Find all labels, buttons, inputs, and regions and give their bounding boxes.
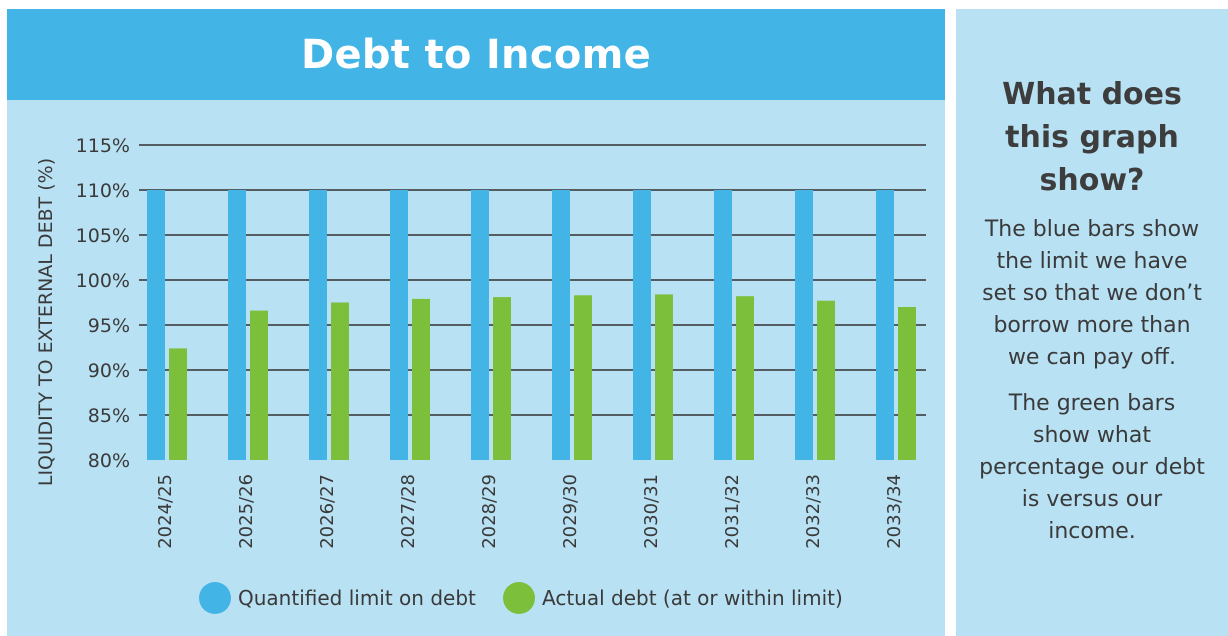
x-tick-label: 2029/30 bbox=[560, 474, 581, 549]
actual-debt-bar bbox=[736, 296, 754, 460]
actual-debt-bar bbox=[574, 295, 592, 460]
y-tick-label: 105% bbox=[76, 225, 130, 247]
actual-debt-bar bbox=[331, 302, 349, 460]
limit-bar bbox=[309, 190, 327, 460]
actual-debt-bar bbox=[169, 348, 187, 460]
y-tick-label: 80% bbox=[88, 450, 130, 472]
limit-bar bbox=[714, 190, 732, 460]
y-tick-label: 85% bbox=[88, 405, 130, 427]
x-tick-label: 2033/34 bbox=[884, 474, 905, 549]
y-tick-label: 90% bbox=[88, 360, 130, 382]
x-tick-label: 2031/32 bbox=[722, 474, 743, 549]
x-tick-label: 2025/26 bbox=[236, 474, 257, 549]
chart-title: Debt to Income bbox=[300, 31, 652, 78]
y-axis-title: LIQUIDITY TO EXTERNAL DEBT (%) bbox=[35, 158, 57, 486]
limit-bar bbox=[471, 190, 489, 460]
y-tick-label: 95% bbox=[88, 315, 130, 337]
actual-debt-bar bbox=[817, 300, 835, 460]
limit-bar bbox=[228, 190, 246, 460]
chart-header: Debt to Income bbox=[7, 9, 945, 100]
legend-swatch-limit bbox=[199, 582, 231, 614]
legend-label-actual: Actual debt (at or within limit) bbox=[542, 586, 843, 610]
limit-bar bbox=[552, 190, 570, 460]
info-panel: What does this graph show? The blue bars… bbox=[956, 9, 1228, 636]
x-tick-label: 2027/28 bbox=[398, 474, 419, 549]
x-tick-label: 2028/29 bbox=[479, 474, 500, 549]
legend-swatch-actual bbox=[503, 582, 535, 614]
info-paragraph-blue-bars: The blue bars show the limit we have set… bbox=[982, 217, 1202, 370]
info-paragraph-green-bars: The green bars show what percentage our … bbox=[979, 391, 1205, 544]
limit-bar bbox=[876, 190, 894, 460]
limit-bar bbox=[795, 190, 813, 460]
legend-label-limit: Quantified limit on debt bbox=[238, 586, 476, 610]
debt-to-income-chart: 80% 85% 90% 95% 100% 105% 110% 115% LIQUIDITY TO… bbox=[35, 135, 926, 614]
limit-bar bbox=[147, 190, 165, 460]
actual-debt-bar bbox=[898, 307, 916, 460]
actual-debt-bar bbox=[493, 297, 511, 460]
info-heading: What does this graph show? bbox=[1002, 77, 1182, 198]
actual-debt-bar bbox=[655, 294, 673, 460]
y-tick-label: 115% bbox=[76, 135, 130, 157]
x-tick-label: 2032/33 bbox=[803, 474, 824, 549]
limit-bar bbox=[633, 190, 651, 460]
limit-bar bbox=[390, 190, 408, 460]
actual-debt-bar bbox=[250, 310, 268, 460]
x-tick-label: 2024/25 bbox=[155, 474, 176, 549]
x-tick-label: 2026/27 bbox=[317, 474, 338, 549]
y-tick-label: 100% bbox=[76, 270, 130, 292]
y-tick-label: 110% bbox=[76, 180, 130, 202]
x-tick-label: 2030/31 bbox=[641, 474, 662, 549]
actual-debt-bar bbox=[412, 298, 430, 460]
